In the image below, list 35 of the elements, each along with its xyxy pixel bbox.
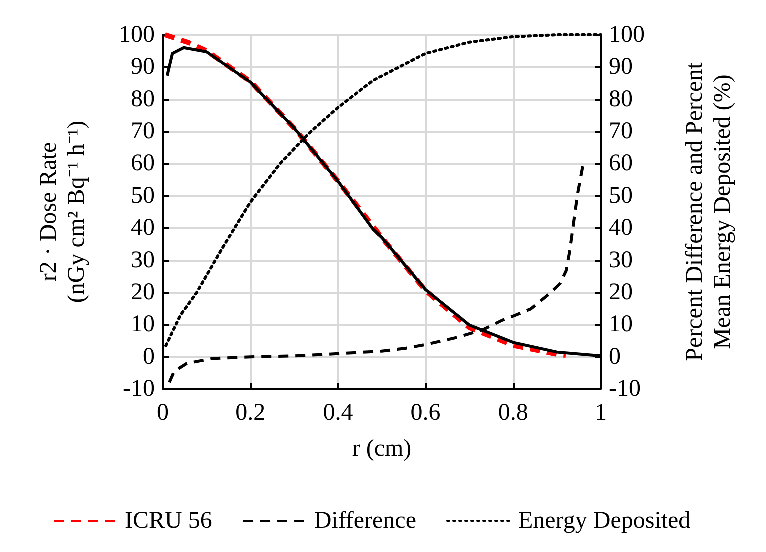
y2-tick-label: 80 bbox=[609, 86, 633, 112]
x-axis-title: r (cm) bbox=[352, 436, 412, 462]
y2-axis-title: Percent Difference and Percent Mean Energy Deposited (%) bbox=[682, 62, 736, 362]
legend-label: Difference bbox=[314, 508, 416, 534]
y-tick-label: 30 bbox=[131, 247, 155, 274]
x-tick-label: 0.4 bbox=[323, 400, 354, 426]
x-tick-label: 0.2 bbox=[236, 400, 266, 426]
y-tick-label: 10 bbox=[131, 312, 155, 338]
y2-tick-label: 90 bbox=[609, 54, 633, 80]
y2-tick-label: 100 bbox=[609, 22, 645, 48]
y-tick-label: 50 bbox=[131, 182, 155, 209]
x-tick-label: 0.6 bbox=[410, 400, 441, 426]
y-tick-label: 100 bbox=[119, 22, 155, 48]
y2-tick-label: 0 bbox=[609, 344, 621, 370]
y-tick-label: 60 bbox=[131, 150, 155, 177]
y2-tick-label: 30 bbox=[609, 247, 633, 274]
y2-tick-label: 20 bbox=[609, 279, 633, 306]
y2-tick-label: 70 bbox=[609, 118, 633, 145]
y2-tick-label: 60 bbox=[609, 150, 633, 177]
x-tick-label: 0.8 bbox=[498, 400, 528, 426]
legend-label: Energy Deposited bbox=[518, 508, 691, 534]
y-tick-label: 0 bbox=[143, 344, 155, 370]
y-tick-label: 20 bbox=[131, 279, 155, 306]
y-tick-label: -10 bbox=[123, 376, 155, 402]
legend-label: ICRU 56 bbox=[125, 508, 212, 534]
y2-tick-label: 10 bbox=[609, 312, 633, 338]
y-tick-label: 80 bbox=[131, 86, 155, 112]
y-tick-label: 90 bbox=[131, 54, 155, 80]
y2-tick-label: 50 bbox=[609, 182, 633, 209]
x-tick-label: 1 bbox=[595, 400, 607, 426]
y-tick-label: 40 bbox=[131, 215, 155, 242]
y2-tick-label: 40 bbox=[609, 215, 633, 242]
y-axis-title: r2 · Dose Rate (nGy cm² Bq⁻¹ h⁻¹) bbox=[36, 120, 90, 304]
y-tick-label: 70 bbox=[131, 118, 155, 145]
y2-tick-label: -10 bbox=[609, 376, 641, 402]
